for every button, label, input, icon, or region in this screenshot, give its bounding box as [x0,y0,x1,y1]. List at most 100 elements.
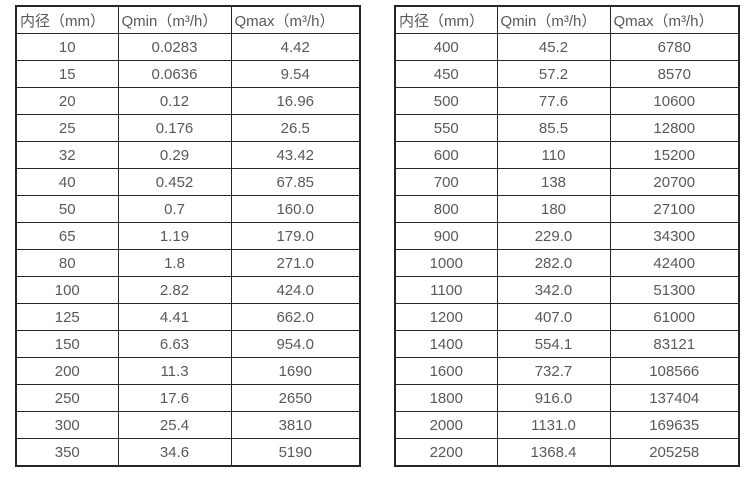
cell-qmax: 1690 [230,357,361,385]
cell-qmax: 8570 [609,60,740,88]
cell-diameter: 1600 [394,357,498,385]
cell-qmin: 0.29 [117,141,232,169]
cell-diameter: 250 [15,384,119,412]
table-row: 300 25.4 3810 [15,411,361,439]
cell-qmin: 0.0636 [117,60,232,88]
table-row: 600 110 15200 [394,141,740,169]
table-row: 800 180 27100 [394,195,740,223]
cell-diameter: 900 [394,222,498,250]
column-header-diameter: 内径（mm） [394,5,498,34]
cell-diameter: 1200 [394,303,498,331]
cell-diameter: 80 [15,249,119,277]
table-row: 100 2.82 424.0 [15,276,361,304]
cell-diameter: 40 [15,168,119,196]
table-row: 40 0.452 67.85 [15,168,361,196]
table-row: 250 17.6 2650 [15,384,361,412]
cell-qmax: 9.54 [230,60,361,88]
cell-qmin: 25.4 [117,411,232,439]
table-body: 10 0.0283 4.42 15 0.0636 9.54 20 0.12 16.96 25 0.1… [15,33,361,467]
table-row: 1000 282.0 42400 [394,249,740,277]
cell-qmax: 67.85 [230,168,361,196]
table-row: 1800 916.0 137404 [394,384,740,412]
table-row: 25 0.176 26.5 [15,114,361,142]
cell-qmin: 229.0 [496,222,611,250]
cell-qmax: 137404 [609,384,740,412]
column-header-qmax: Qmax（m³/h） [609,5,740,34]
cell-qmin: 77.6 [496,87,611,115]
table-row: 80 1.8 271.0 [15,249,361,277]
table-row: 2200 1368.4 205258 [394,438,740,467]
cell-qmax: 5190 [230,438,361,467]
cell-diameter: 450 [394,60,498,88]
cell-qmin: 1.19 [117,222,232,250]
table-row: 65 1.19 179.0 [15,222,361,250]
cell-qmax: 34300 [609,222,740,250]
table-row: 1100 342.0 51300 [394,276,740,304]
cell-qmax: 26.5 [230,114,361,142]
cell-qmax: 12800 [609,114,740,142]
cell-diameter: 15 [15,60,119,88]
table-row: 550 85.5 12800 [394,114,740,142]
column-header-qmin: Qmin（m³/h） [496,5,611,34]
table-row: 450 57.2 8570 [394,60,740,88]
cell-qmin: 34.6 [117,438,232,467]
cell-diameter: 300 [15,411,119,439]
table-body: 400 45.2 6780 450 57.2 8570 500 77.6 10600 550 85.… [394,33,740,467]
cell-qmax: 10600 [609,87,740,115]
cell-qmax: 4.42 [230,33,361,61]
cell-diameter: 2200 [394,438,498,467]
cell-qmin: 6.63 [117,330,232,358]
cell-qmax: 169635 [609,411,740,439]
cell-qmax: 51300 [609,276,740,304]
cell-diameter: 350 [15,438,119,467]
cell-qmin: 1.8 [117,249,232,277]
cell-qmin: 0.0283 [117,33,232,61]
cell-qmin: 2.82 [117,276,232,304]
table-row: 200 11.3 1690 [15,357,361,385]
cell-diameter: 20 [15,87,119,115]
cell-qmax: 108566 [609,357,740,385]
cell-diameter: 500 [394,87,498,115]
cell-diameter: 2000 [394,411,498,439]
cell-qmax: 20700 [609,168,740,196]
cell-qmax: 662.0 [230,303,361,331]
column-header-qmin: Qmin（m³/h） [117,5,232,34]
cell-qmax: 43.42 [230,141,361,169]
cell-qmax: 42400 [609,249,740,277]
cell-qmin: 916.0 [496,384,611,412]
cell-qmin: 0.12 [117,87,232,115]
cell-qmin: 0.176 [117,114,232,142]
table-row: 700 138 20700 [394,168,740,196]
table-row: 1600 732.7 108566 [394,357,740,385]
cell-qmax: 16.96 [230,87,361,115]
cell-qmax: 2650 [230,384,361,412]
cell-diameter: 1100 [394,276,498,304]
cell-diameter: 32 [15,141,119,169]
cell-qmax: 205258 [609,438,740,467]
cell-qmin: 45.2 [496,33,611,61]
table-row: 900 229.0 34300 [394,222,740,250]
cell-qmin: 732.7 [496,357,611,385]
table-row: 150 6.63 954.0 [15,330,361,358]
cell-diameter: 65 [15,222,119,250]
cell-diameter: 700 [394,168,498,196]
cell-qmin: 554.1 [496,330,611,358]
table-row: 400 45.2 6780 [394,33,740,61]
cell-diameter: 10 [15,33,119,61]
cell-qmax: 424.0 [230,276,361,304]
cell-qmax: 179.0 [230,222,361,250]
cell-qmin: 180 [496,195,611,223]
table-row: 2000 1131.0 169635 [394,411,740,439]
table-row: 10 0.0283 4.42 [15,33,361,61]
cell-qmax: 160.0 [230,195,361,223]
cell-qmax: 271.0 [230,249,361,277]
cell-qmax: 61000 [609,303,740,331]
cell-diameter: 150 [15,330,119,358]
column-header-qmax: Qmax（m³/h） [230,5,361,34]
cell-qmin: 4.41 [117,303,232,331]
cell-diameter: 800 [394,195,498,223]
cell-qmin: 110 [496,141,611,169]
table-row: 15 0.0636 9.54 [15,60,361,88]
cell-diameter: 550 [394,114,498,142]
table-row: 20 0.12 16.96 [15,87,361,115]
